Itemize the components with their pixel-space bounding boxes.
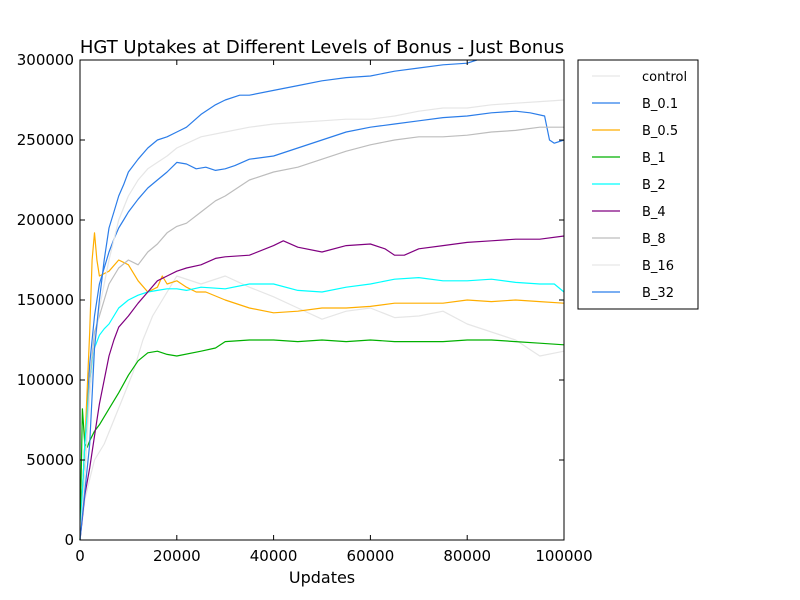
legend-label: B_16 (642, 259, 674, 274)
x-tick-label: 20000 (153, 547, 201, 565)
series-line-b-0-1 (79, 110, 565, 541)
y-tick-label: 150000 (17, 291, 74, 309)
y-tick-label: 300000 (17, 51, 74, 69)
legend-label: B_2 (642, 178, 666, 193)
legend: control B_0.1 B_0.5 B_1 B_2 B_4 B_8 B_16 B_32 (577, 59, 699, 310)
y-tick-label: 50000 (26, 451, 74, 469)
y-tick-label: 200000 (17, 211, 74, 229)
series-line-b-32 (79, 59, 478, 541)
y-tick-label: 100000 (17, 371, 74, 389)
legend-label: B_8 (642, 232, 666, 247)
legend-label: B_0.1 (642, 97, 678, 112)
legend-label: B_0.5 (642, 124, 678, 139)
series-line-b-2 (79, 277, 565, 541)
legend-label: control (642, 70, 687, 85)
x-tick-label: 80000 (443, 547, 491, 565)
y-tick-label: 250000 (17, 131, 74, 149)
x-tick-label: 40000 (250, 547, 298, 565)
series-line-control (79, 275, 565, 541)
legend-label: B_1 (642, 151, 666, 166)
series-layer (79, 59, 565, 541)
x-axis-title: Updates (289, 568, 355, 587)
ticks-layer: 0 20000 40000 60000 80000 100000 0 50000 100000 1… (17, 51, 593, 565)
series-line-b-16 (79, 99, 565, 541)
legend-label: B_32 (642, 286, 674, 301)
y-tick-label: 0 (64, 531, 74, 549)
series-line-b-4 (79, 235, 565, 541)
x-tick-label: 60000 (347, 547, 395, 565)
chart-title: HGT Uptakes at Different Levels of Bonus… (80, 37, 564, 58)
x-tick-label: 0 (75, 547, 85, 565)
legend-label: B_4 (642, 205, 666, 220)
series-line-b-8 (79, 126, 564, 541)
x-tick-label: 100000 (535, 547, 592, 565)
